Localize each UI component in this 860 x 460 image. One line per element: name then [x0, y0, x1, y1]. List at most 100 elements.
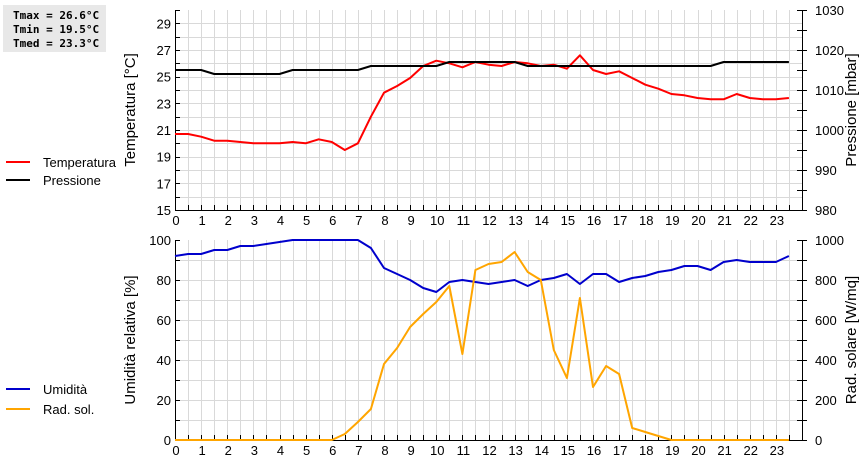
radsol-line-swatch-icon: [6, 408, 30, 410]
svg-text:20: 20: [157, 393, 171, 408]
svg-text:12: 12: [482, 443, 496, 458]
svg-text:15: 15: [561, 443, 575, 458]
series-line-umidit: [174, 239, 790, 293]
svg-text:13: 13: [508, 443, 522, 458]
svg-text:400: 400: [815, 353, 837, 368]
legend-label: Umidità: [43, 381, 88, 397]
right-y-axis-title: Pressione [mbar]: [843, 53, 860, 166]
temperature-stats-box: Tmax = 26.6°C Tmin = 19.5°C Tmed = 23.3°…: [3, 5, 106, 52]
svg-text:800: 800: [815, 273, 837, 288]
svg-text:14: 14: [535, 443, 549, 458]
svg-text:0: 0: [815, 433, 822, 448]
left-y-axis-title: Umidità relativa [%]: [122, 275, 139, 404]
x-axis-tick-labels: 0 1 2 3 4 5 6 7 8 9 10 11 12 13 14 15 16 17 18 19 20 21 22 23: [172, 213, 784, 228]
svg-text:23: 23: [157, 96, 171, 111]
legend-item-radsol: Rad. sol.: [6, 401, 94, 417]
legend-bottom-chart: Umidità Rad. sol.: [6, 377, 94, 417]
svg-text:11: 11: [457, 443, 471, 458]
svg-text:1010: 1010: [815, 83, 844, 98]
svg-text:15: 15: [157, 203, 171, 218]
svg-text:1000: 1000: [815, 123, 844, 138]
svg-text:23: 23: [770, 443, 784, 458]
svg-text:100: 100: [149, 233, 171, 248]
svg-text:7: 7: [355, 443, 362, 458]
svg-text:9: 9: [408, 443, 415, 458]
legend-top-chart: Temperatura Pressione: [6, 153, 116, 189]
svg-text:3: 3: [251, 443, 258, 458]
temperatura-line-swatch-icon: [6, 161, 30, 163]
tmax-label: Tmax = 26.6°C: [13, 9, 100, 22]
svg-text:1: 1: [199, 213, 206, 228]
svg-text:7: 7: [355, 213, 362, 228]
right-y-axis-tick-labels: 0 200 400 600 800 1000: [815, 233, 844, 448]
svg-text:12: 12: [482, 213, 496, 228]
svg-text:17: 17: [613, 213, 627, 228]
svg-text:6: 6: [329, 443, 336, 458]
svg-text:1000: 1000: [815, 233, 844, 248]
svg-text:13: 13: [508, 213, 522, 228]
svg-text:60: 60: [157, 313, 171, 328]
right-y-axis-title: Rad. solare [W/mq]: [843, 276, 860, 404]
svg-text:8: 8: [381, 213, 388, 228]
series-line-temperatura: [175, 54, 789, 151]
svg-text:22: 22: [744, 213, 758, 228]
svg-text:5: 5: [303, 443, 310, 458]
svg-text:980: 980: [815, 203, 837, 218]
svg-text:16: 16: [587, 213, 601, 228]
legend-label: Pressione: [43, 172, 101, 188]
svg-text:17: 17: [613, 443, 627, 458]
svg-text:10: 10: [430, 213, 444, 228]
svg-text:4: 4: [277, 213, 284, 228]
legend-item-umidita: Umidità: [6, 377, 94, 401]
svg-text:11: 11: [457, 213, 471, 228]
svg-text:40: 40: [157, 353, 171, 368]
temperature-pressure-chart: 0 1 2 3 4 5 6 7 8 9 10 11 12 13 14 15 16 17 18 19 20 21 22 2315…: [122, 3, 860, 228]
tmin-label: Tmin = 19.5°C: [13, 23, 100, 36]
humidity-solar-chart: 0 1 2 3 4 5 6 7 8 9 10 11 12 13 14 15 16 17 18 19 20 21 22 2302…: [122, 233, 860, 458]
svg-text:1020: 1020: [815, 43, 844, 58]
svg-text:18: 18: [639, 443, 653, 458]
svg-text:17: 17: [157, 176, 171, 191]
svg-text:27: 27: [157, 43, 171, 58]
svg-text:19: 19: [665, 443, 679, 458]
svg-text:0: 0: [172, 443, 179, 458]
svg-text:1030: 1030: [815, 3, 844, 18]
svg-text:16: 16: [587, 443, 601, 458]
svg-text:21: 21: [157, 123, 171, 138]
left-y-axis-tick-labels: 0 20 40 60 80 100: [149, 233, 171, 448]
grid-lines: [175, 10, 802, 210]
series-line-radsol: [175, 251, 789, 441]
svg-text:23: 23: [770, 213, 784, 228]
x-axis-tick-labels: 0 1 2 3 4 5 6 7 8 9 10 11 12 13 14 15 16 17 18 19 20 21 22 23: [172, 443, 784, 458]
svg-text:9: 9: [408, 213, 415, 228]
left-y-axis-title: Temperatura [°C]: [122, 53, 139, 167]
svg-text:10: 10: [430, 443, 444, 458]
svg-text:19: 19: [665, 213, 679, 228]
umidita-line-swatch-icon: [6, 388, 30, 390]
legend-label: Rad. sol.: [43, 401, 95, 417]
svg-text:20: 20: [691, 213, 705, 228]
series-line-pressione: [175, 61, 789, 75]
legend-label: Temperatura: [43, 154, 116, 170]
svg-text:4: 4: [277, 443, 284, 458]
right-y-axis-tick-labels: 980 990 1000 1010 1020 1030: [815, 3, 844, 218]
svg-text:200: 200: [815, 393, 837, 408]
svg-text:5: 5: [303, 213, 310, 228]
svg-text:8: 8: [381, 443, 388, 458]
svg-text:0: 0: [164, 433, 171, 448]
svg-text:3: 3: [251, 213, 258, 228]
svg-text:2: 2: [225, 443, 232, 458]
svg-text:21: 21: [717, 443, 731, 458]
axes: [175, 10, 807, 211]
svg-text:1: 1: [199, 443, 206, 458]
svg-text:20: 20: [691, 443, 705, 458]
svg-text:2: 2: [225, 213, 232, 228]
svg-text:0: 0: [172, 213, 179, 228]
svg-text:80: 80: [157, 273, 171, 288]
grid-lines: [175, 240, 802, 440]
svg-text:600: 600: [815, 313, 837, 328]
svg-text:25: 25: [157, 70, 171, 85]
pressione-line-swatch-icon: [6, 179, 30, 181]
svg-text:29: 29: [157, 16, 171, 31]
